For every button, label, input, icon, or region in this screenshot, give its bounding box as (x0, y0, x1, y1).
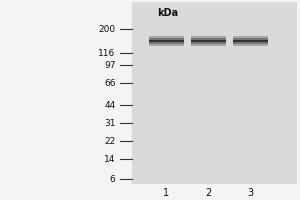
Text: kDa: kDa (158, 8, 178, 18)
Bar (149, 40, 184, 42)
Bar (191, 36, 226, 38)
Bar (149, 38, 184, 40)
Text: 6: 6 (110, 174, 116, 184)
Bar (191, 40, 226, 42)
Bar (132, 2, 297, 184)
Text: 200: 200 (98, 24, 116, 33)
Text: 31: 31 (104, 118, 116, 128)
Bar (233, 36, 268, 38)
Text: 44: 44 (104, 100, 116, 110)
Bar (149, 44, 184, 46)
Text: 1: 1 (164, 188, 169, 198)
Bar (191, 44, 226, 46)
Bar (233, 44, 268, 46)
Text: 14: 14 (104, 154, 116, 164)
Bar (191, 38, 226, 40)
Text: 22: 22 (104, 136, 116, 146)
Bar (149, 36, 184, 38)
Bar (233, 40, 268, 42)
Text: 2: 2 (206, 188, 212, 198)
Text: 66: 66 (104, 78, 116, 88)
Text: 116: 116 (98, 48, 116, 58)
Bar (233, 38, 268, 40)
Bar (233, 42, 268, 44)
Bar (191, 42, 226, 44)
Text: 3: 3 (248, 188, 254, 198)
Text: 97: 97 (104, 60, 116, 70)
Bar (149, 42, 184, 44)
